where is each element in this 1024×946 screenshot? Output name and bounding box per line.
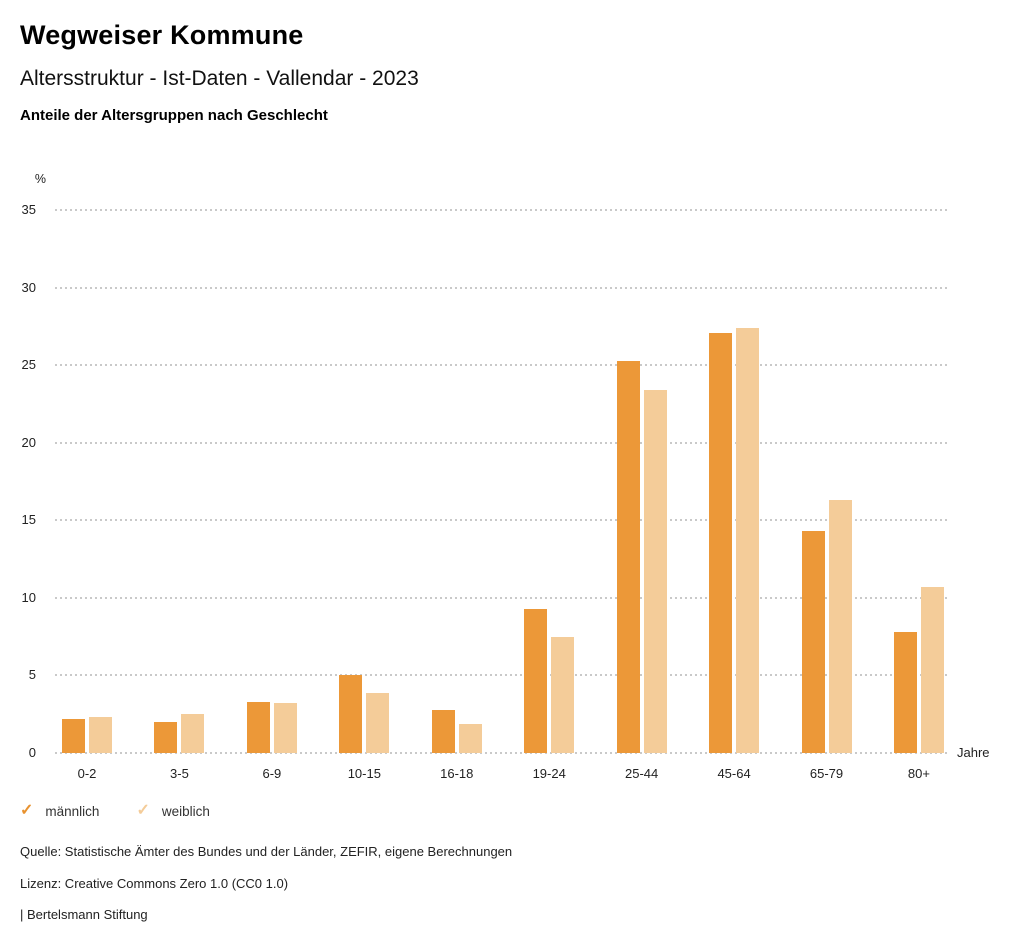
legend-item-label: weiblich: [161, 803, 210, 819]
bar-group-45-64: [709, 327, 760, 753]
y-tick-label-0: 0: [28, 745, 36, 760]
bar-weiblich-0-2[interactable]: [89, 717, 112, 753]
bar-group-6-9: [246, 701, 297, 753]
source-text: Quelle: Statistische Ämter des Bundes un…: [20, 844, 513, 859]
gridline-10: [55, 596, 950, 599]
bar-weiblich-16-18[interactable]: [458, 723, 482, 753]
page-title: Wegweiser Kommune: [20, 20, 304, 50]
gridline-35: [55, 209, 950, 211]
bar-maennlich-10-15[interactable]: [339, 675, 363, 753]
legend-item-weiblich[interactable]: ✓ weiblich: [136, 803, 209, 819]
y-tick-label-25: 25: [21, 357, 36, 373]
x-tick-label-45-64: 45-64: [717, 766, 751, 781]
bar-group-16-18: [431, 709, 482, 753]
bar-group-80+: [893, 587, 944, 753]
bar-maennlich-6-9[interactable]: [246, 701, 270, 753]
y-tick-label-30: 30: [21, 279, 36, 295]
bar-weiblich-6-9[interactable]: [273, 703, 297, 753]
y-tick-label-35: 35: [21, 202, 36, 217]
gridline-5: [55, 674, 950, 677]
gridline-20: [55, 441, 950, 444]
bar-group-19-24: [524, 608, 575, 753]
legend-item-maennlich[interactable]: ✓ männlich: [20, 803, 99, 819]
chart-description: Anteile der Altersgruppen nach Geschlech…: [20, 107, 328, 124]
bar-weiblich-25-44[interactable]: [643, 389, 667, 753]
bar-maennlich-65-79[interactable]: [801, 531, 825, 753]
x-tick-label-80+: 80+: [907, 766, 930, 781]
bar-weiblich-19-24[interactable]: [551, 636, 575, 753]
gridline-15: [55, 519, 950, 522]
bar-weiblich-3-5[interactable]: [181, 714, 205, 753]
x-tick-label-3-5: 3-5: [170, 766, 189, 781]
bar-weiblich-45-64[interactable]: [736, 327, 760, 753]
bar-weiblich-80+[interactable]: [920, 587, 944, 753]
chart-subtitle: Altersstruktur - Ist-Daten - Vallendar -…: [20, 67, 419, 90]
gridline-25: [55, 364, 950, 367]
bar-maennlich-19-24[interactable]: [524, 608, 548, 753]
x-tick-label-10-15: 10-15: [347, 766, 381, 781]
bar-group-0-2: [62, 717, 112, 753]
legend: ✓ männlich ✓ weiblich: [20, 803, 210, 819]
brand-text: | Bertelsmann Stiftung: [20, 907, 148, 922]
gridline-30: [55, 286, 950, 289]
bar-group-10-15: [339, 675, 390, 753]
y-tick-label-15: 15: [21, 512, 36, 528]
y-tick-label-20: 20: [21, 434, 36, 450]
y-axis-unit-label: %: [34, 172, 46, 186]
x-tick-label-16-18: 16-18: [440, 766, 474, 781]
bar-group-25-44: [616, 360, 667, 753]
bar-maennlich-80+[interactable]: [893, 632, 917, 753]
x-tick-label-19-24: 19-24: [532, 766, 566, 781]
footer: Quelle: Statistische Ämter des Bundes un…: [20, 844, 512, 939]
x-axis-unit-label: Jahre: [957, 745, 990, 760]
x-tick-label-0-2: 0-2: [77, 766, 97, 781]
bar-maennlich-25-44[interactable]: [616, 360, 640, 753]
legend-item-label: männlich: [45, 803, 100, 819]
x-tick-label-6-9: 6-9: [262, 766, 282, 781]
bar-maennlich-3-5[interactable]: [154, 721, 178, 753]
bar-maennlich-16-18[interactable]: [431, 709, 455, 753]
bar-maennlich-0-2[interactable]: [62, 718, 85, 753]
x-tick-label-25-44: 25-44: [625, 766, 659, 781]
bar-group-65-79: [801, 500, 852, 753]
license-text: Lizenz: Creative Commons Zero 1.0 (CC0 1…: [20, 875, 289, 891]
bar-group-3-5: [154, 714, 205, 753]
gridline-0: [55, 752, 950, 754]
check-icon: ✓: [20, 802, 34, 819]
y-tick-label-10: 10: [21, 589, 36, 605]
bar-maennlich-45-64[interactable]: [709, 332, 733, 753]
bar-weiblich-65-79[interactable]: [828, 500, 852, 753]
bar-weiblich-10-15[interactable]: [366, 692, 390, 753]
y-tick-label-5: 5: [28, 667, 36, 683]
x-tick-label-65-79: 65-79: [809, 766, 844, 781]
plot-area: [55, 209, 950, 754]
check-icon: ✓: [136, 802, 150, 819]
